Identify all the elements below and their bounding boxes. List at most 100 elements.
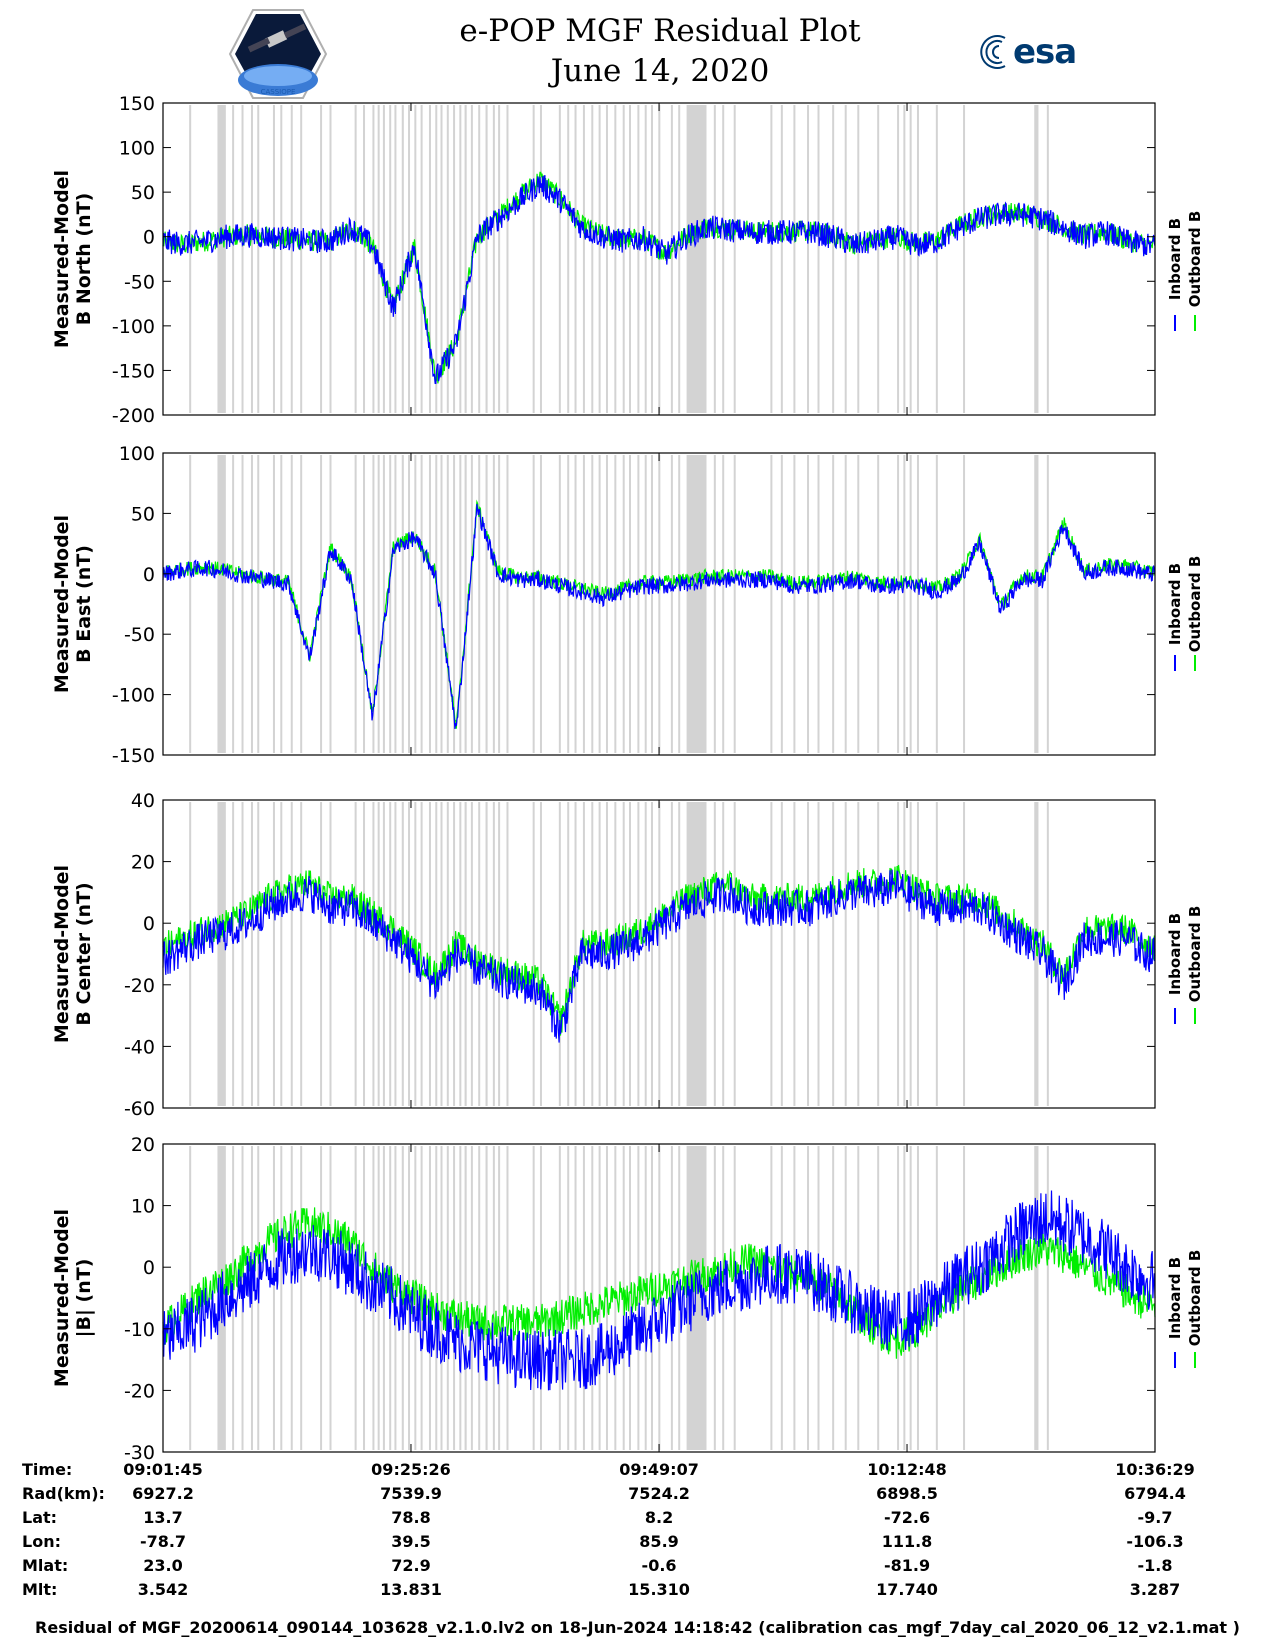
data-gap bbox=[464, 105, 467, 413]
data-gap bbox=[506, 802, 509, 1106]
ephemeris-row-label: Mlat: bbox=[22, 1556, 69, 1575]
data-gap bbox=[567, 105, 570, 413]
data-gap bbox=[320, 802, 323, 1106]
data-gap bbox=[459, 455, 462, 753]
data-gap bbox=[567, 802, 570, 1106]
data-gap bbox=[485, 105, 488, 413]
data-gap bbox=[558, 105, 561, 413]
data-gap bbox=[622, 802, 625, 1106]
data-gap bbox=[498, 105, 501, 413]
data-gap bbox=[435, 455, 438, 753]
data-gap bbox=[401, 105, 404, 413]
y-tick-label: 0 bbox=[143, 564, 155, 586]
cassiope-logo-text: CASSIOPE bbox=[260, 88, 296, 96]
data-gap bbox=[733, 455, 736, 753]
data-gap bbox=[614, 455, 617, 753]
data-gap bbox=[232, 802, 235, 1106]
data-gap bbox=[453, 1146, 456, 1450]
y-tick-label: -20 bbox=[124, 1380, 155, 1402]
legend-outboard-label: Outboard B bbox=[1186, 211, 1204, 308]
data-gap bbox=[498, 455, 501, 753]
data-gap bbox=[780, 455, 783, 753]
data-gap bbox=[1046, 105, 1049, 413]
data-gap bbox=[435, 1146, 438, 1450]
data-gap bbox=[793, 802, 796, 1106]
data-gap bbox=[844, 802, 847, 1106]
ephemeris-value: -78.7 bbox=[139, 1532, 187, 1551]
data-gap bbox=[232, 105, 235, 413]
data-gap bbox=[492, 455, 495, 753]
data-gap bbox=[435, 105, 438, 413]
data-gap bbox=[713, 455, 716, 753]
data-gap bbox=[628, 105, 631, 413]
data-gap bbox=[414, 455, 417, 753]
y-axis-label-line: B North (nT) bbox=[73, 193, 95, 326]
data-gap bbox=[644, 455, 647, 753]
ephemeris-value: -72.6 bbox=[883, 1508, 931, 1527]
residual-plots: 150100500-50-100-150-200Measured-ModelB … bbox=[51, 93, 1204, 1460]
data-gap bbox=[420, 802, 423, 1106]
legend: Inboard B Outboard B bbox=[1166, 1250, 1204, 1368]
data-gap bbox=[832, 802, 835, 1106]
data-gap bbox=[539, 1146, 542, 1450]
data-gap bbox=[435, 802, 438, 1106]
x-tick-label: 10:36:29 bbox=[1115, 1460, 1195, 1479]
data-gap bbox=[903, 105, 906, 413]
ephemeris-value: 17.740 bbox=[876, 1580, 938, 1599]
panel-1: 150 100 50 0 -50 -100 -150 -200 Measured-ModelB … bbox=[51, 93, 1204, 427]
esa-logo-text: esa bbox=[1013, 32, 1077, 72]
legend-outboard-label: Outboard B bbox=[1186, 1250, 1204, 1347]
data-gap bbox=[320, 1146, 323, 1450]
data-gap bbox=[478, 455, 481, 753]
data-gap bbox=[280, 1146, 283, 1450]
data-gap bbox=[485, 1146, 488, 1450]
data-gap bbox=[963, 1146, 966, 1450]
data-gap bbox=[257, 105, 260, 413]
data-gap bbox=[650, 802, 653, 1106]
data-gap bbox=[722, 105, 725, 413]
data-gap bbox=[780, 105, 783, 413]
y-axis-label: Measured-ModelB East (nT) bbox=[51, 515, 95, 693]
legend-inboard-label: Inboard B bbox=[1166, 563, 1184, 645]
y-tick-label: -20 bbox=[124, 975, 155, 997]
data-gap bbox=[241, 802, 244, 1106]
data-gap bbox=[354, 802, 357, 1106]
legend-inboard-label: Inboard B bbox=[1166, 913, 1184, 995]
data-gap bbox=[440, 802, 443, 1106]
data-gap bbox=[377, 802, 380, 1106]
data-gap bbox=[272, 105, 275, 413]
data-gap bbox=[817, 802, 820, 1106]
data-gap bbox=[478, 105, 481, 413]
y-tick-label: 0 bbox=[143, 1257, 155, 1279]
ephemeris-value: 23.0 bbox=[143, 1556, 183, 1575]
data-gap bbox=[935, 105, 938, 413]
data-gap bbox=[189, 1146, 192, 1450]
data-gap bbox=[446, 1146, 449, 1450]
y-tick-label: 10 bbox=[131, 1196, 155, 1218]
data-gap bbox=[250, 105, 253, 413]
data-gap bbox=[300, 105, 303, 413]
data-gap bbox=[428, 105, 431, 413]
y-tick-label: -50 bbox=[124, 624, 155, 646]
ephemeris-value: 13.831 bbox=[380, 1580, 442, 1599]
panel-4: 20 10 0 -10 -20 -30 Measured-Model|B| (nT) Inbo… bbox=[51, 1134, 1204, 1460]
ephemeris-value: 85.9 bbox=[639, 1532, 679, 1551]
ephemeris-value: -0.6 bbox=[641, 1556, 677, 1575]
data-gap bbox=[644, 105, 647, 413]
data-gap bbox=[1034, 455, 1039, 753]
data-gap bbox=[217, 802, 226, 1106]
data-gap bbox=[492, 1146, 495, 1450]
data-gap bbox=[916, 105, 919, 413]
data-gap bbox=[440, 1146, 443, 1450]
data-gap bbox=[257, 802, 260, 1106]
data-gap bbox=[916, 1146, 919, 1450]
data-gap bbox=[257, 455, 260, 753]
data-gap bbox=[637, 105, 640, 413]
data-gap bbox=[280, 105, 283, 413]
outboard-series-line bbox=[162, 864, 1156, 1036]
data-gap bbox=[372, 455, 375, 753]
y-tick-label: 100 bbox=[119, 443, 155, 465]
ephemeris-value: 72.9 bbox=[391, 1556, 431, 1575]
data-gap bbox=[644, 802, 647, 1106]
data-gap bbox=[354, 105, 357, 413]
